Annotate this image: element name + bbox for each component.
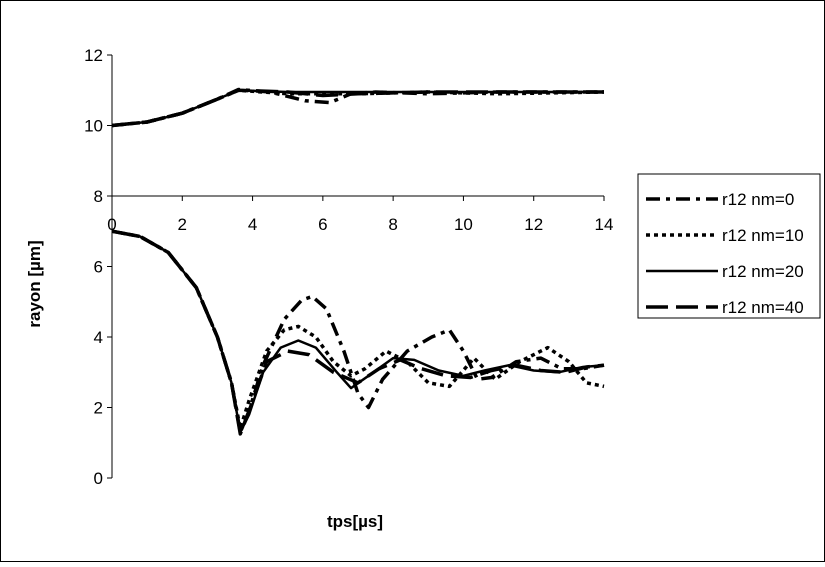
y-tick-label: 8 [94, 187, 103, 206]
x-tick-label: 8 [388, 215, 397, 234]
x-axis-title: tps[µs] [327, 512, 383, 531]
y-tick-label: 2 [94, 399, 103, 418]
legend-label-1: r12 nm=0 [722, 190, 794, 209]
series-line-2-lower [111, 229, 605, 431]
x-tick-label: 0 [107, 215, 116, 234]
series-line-4-lower [111, 229, 605, 436]
y-tick-label: 10 [84, 117, 103, 136]
y-tick-label: 12 [84, 46, 103, 65]
legend: r12 nm=0 r12 nm=10 r12 nm=20 r12 nm=40 [637, 173, 821, 319]
legend-label-4: r12 nm=40 [722, 298, 804, 317]
x-tick-label: 10 [454, 215, 473, 234]
y-tick-label: 4 [94, 328, 103, 347]
x-tick-label: 12 [524, 215, 543, 234]
y-axis-title: rayon [µm] [25, 240, 44, 327]
x-tick-label: 14 [595, 215, 614, 234]
y-tick-label: 6 [94, 258, 103, 277]
x-tick-label: 6 [318, 215, 327, 234]
plot-area: 0 2 4 6 8 10 12 0 2 4 6 8 10 12 14 [84, 46, 613, 488]
y-tick-label: 0 [94, 469, 103, 488]
x-tick-label: 2 [178, 215, 187, 234]
x-tick-label: 4 [248, 215, 257, 234]
legend-label-3: r12 nm=20 [722, 262, 804, 281]
legend-label-2: r12 nm=10 [722, 226, 804, 245]
series-line-4-upper [111, 88, 604, 128]
